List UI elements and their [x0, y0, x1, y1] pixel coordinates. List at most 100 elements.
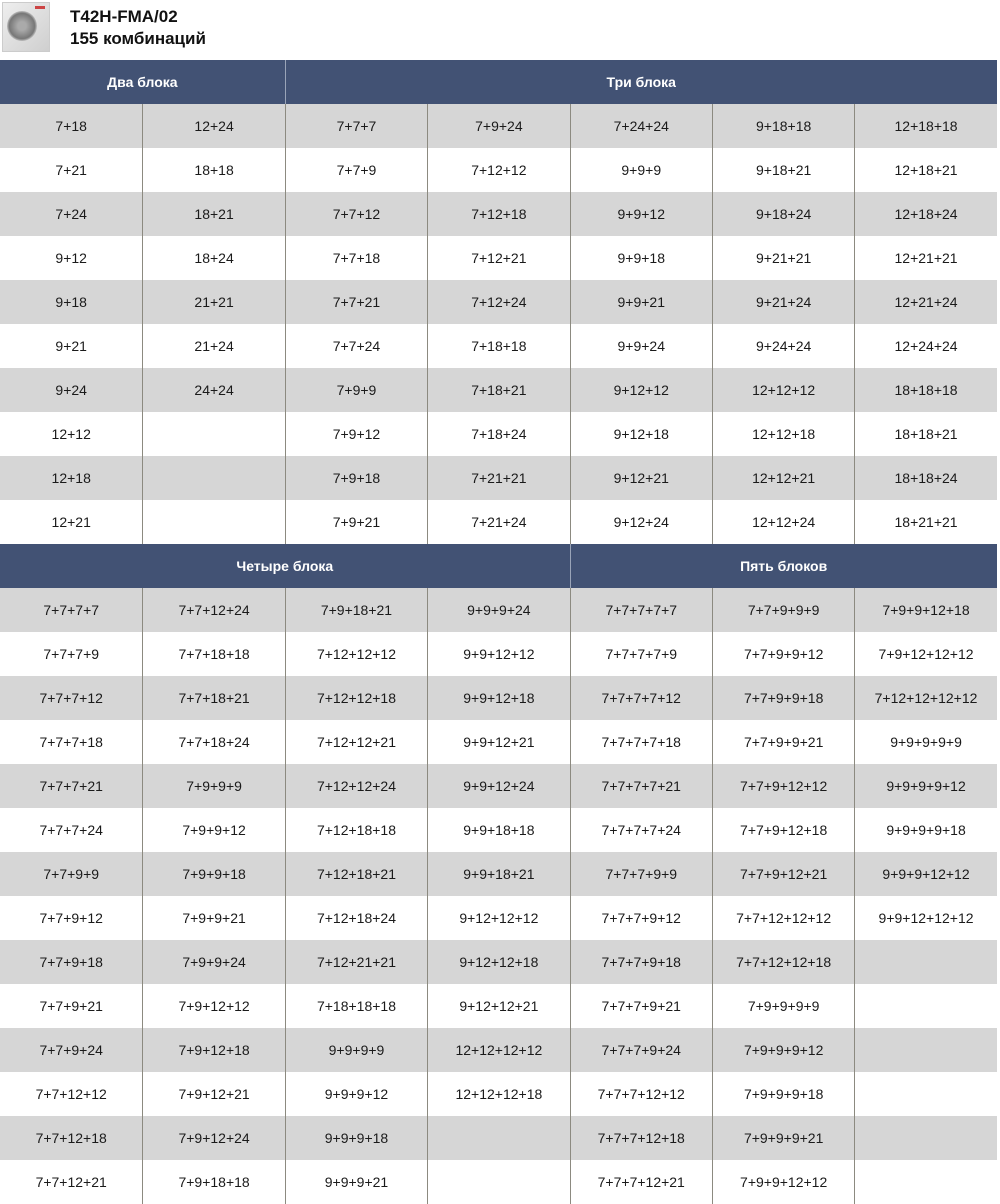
table-cell: 7+7+7+9+21 [569, 984, 712, 1028]
table-cell: 7+9+9+9+21 [711, 1116, 855, 1160]
table-cell: 7+12+18+24 [284, 896, 427, 940]
table-cell: 7+7+7+7+7 [569, 588, 712, 632]
table-cell: 9+21+21 [711, 236, 854, 280]
table-cell: 9+9+9+12 [284, 1072, 427, 1116]
table-cell: 7+18+18 [427, 324, 569, 368]
table-cell: 7+9+9+12+18 [854, 588, 997, 632]
table-cell: 7+9+9+9+9 [711, 984, 854, 1028]
table-cell: 9+9+9+9 [284, 1028, 428, 1072]
section-header: Два блока [0, 60, 285, 104]
table-cell: 7+7+9+9+18 [711, 676, 855, 720]
table-cell: 7+7+9+12+12 [711, 764, 855, 808]
table-cell [142, 456, 285, 500]
table-cell: 7+12+12+12+12 [854, 676, 997, 720]
table-cell: 7+7+7+9+9 [569, 852, 712, 896]
table-cell: 7+9+12+24 [142, 1116, 285, 1160]
table-cell: 7+7+9+12+21 [711, 852, 855, 896]
table-cell: 7+7+7+12+21 [569, 1160, 712, 1204]
table-cell: 7+7+12+24 [142, 588, 285, 632]
table-cell: 7+7+7 [284, 104, 428, 148]
table-cell: 9+9+9+12+12 [854, 852, 997, 896]
table-cell: 7+12+12+21 [284, 720, 427, 764]
section-header: Пять блоков [569, 544, 997, 588]
table-cell: 9+9+9+9+9 [854, 720, 996, 764]
table-cell: 12+12 [51, 426, 91, 442]
table-cell: 7+7+9+9 [0, 852, 143, 896]
table-cell: 7+9+9+9 [142, 764, 285, 808]
table-cell: 7+9+9+12+12 [711, 1160, 854, 1204]
table-cell: 7+24 [0, 192, 143, 236]
table-cell: 7+12+21 [427, 236, 569, 280]
table-cell: 7+21 [55, 162, 87, 178]
table-cell: 7+7+9+24 [0, 1028, 143, 1072]
table-cell: 7+9+18+18 [142, 1160, 284, 1204]
table-cell: 9+24 [0, 368, 143, 412]
table-cell: 7+9+9+18 [142, 852, 285, 896]
table-cell: 7+7+9+18 [0, 940, 143, 984]
table-cell: 9+12+12+21 [427, 984, 569, 1028]
table-cell [142, 500, 284, 544]
table-cell: 9+9+9+24 [427, 588, 570, 632]
table-cell [854, 1028, 997, 1072]
table-cell: 9+12+12+12 [427, 896, 569, 940]
table-cell: 7+7+7+21 [0, 764, 143, 808]
table-cell: 9+18+18 [711, 104, 855, 148]
table-cell: 9+9+9+21 [284, 1160, 427, 1204]
table-cell: 7+7+12+12+12 [711, 896, 854, 940]
table-cell: 7+18+18+18 [284, 984, 427, 1028]
table-cell: 9+12+12 [569, 368, 712, 412]
table-cell: 7+7+7+7+21 [569, 764, 712, 808]
table-cell: 7+7+7+7+24 [569, 808, 712, 852]
table-cell: 7+12+18+18 [284, 808, 427, 852]
table-cell: 7+7+18+21 [142, 676, 285, 720]
table-cell [854, 1160, 996, 1204]
table-cell: 9+18+21 [711, 148, 854, 192]
table-cell [427, 1160, 569, 1204]
table-cell: 7+7+7+12+12 [569, 1072, 712, 1116]
table-cell: 7+7+7+12+18 [569, 1116, 712, 1160]
table-cell: 9+12+18 [569, 412, 712, 456]
table-cell: 7+9+9 [284, 368, 428, 412]
table-cell: 7+9+9+12 [142, 808, 284, 852]
table-cell: 7+9+18 [284, 456, 428, 500]
table-cell [854, 1072, 996, 1116]
table-cell: 7+7+18+24 [142, 720, 284, 764]
table-cell: 7+7+9+21 [39, 998, 103, 1014]
table-cell: 7+12+21+21 [284, 940, 428, 984]
table-cell: 9+24+24 [711, 324, 854, 368]
table-cell: 7+7+9+12+18 [711, 808, 854, 852]
table-cell: 7+7+18+18 [142, 632, 284, 676]
table-cell: 7+7+7+7+9 [569, 632, 712, 676]
table-cell: 9+9+12+21 [427, 720, 569, 764]
table-cell: 9+9+12+12 [427, 632, 569, 676]
table-cell: 9+9+12 [569, 192, 712, 236]
table-cell: 18+21+21 [854, 500, 996, 544]
table-cell: 9+9+18+21 [427, 852, 570, 896]
table-cell: 7+21+21 [427, 456, 570, 500]
table-cell: 18+18+21 [854, 412, 996, 456]
table-cell: 18+18 [142, 148, 284, 192]
table-cell: 7+12+18+21 [284, 852, 428, 896]
table-cell: 9+9+12+12+12 [854, 896, 996, 940]
table-cell: 12+24 [142, 104, 285, 148]
table-cell: 7+9+24 [427, 104, 570, 148]
section-header: Три блока [284, 60, 997, 104]
table-cell: 7+7+7+24 [39, 822, 103, 838]
table-cell: 7+7+7+9+18 [569, 940, 712, 984]
table-cell: 7+7+7+7+12 [569, 676, 712, 720]
section-header: Четыре блока [0, 544, 570, 588]
table-cell [142, 412, 284, 456]
table-cell: 7+9+9+9+12 [711, 1028, 855, 1072]
page-header: T42H-FMA/02 155 комбинаций [0, 0, 1000, 60]
table-cell: 9+9+18 [569, 236, 712, 280]
table-cell: 7+7+9+12 [39, 910, 103, 926]
table-cell: 7+9+21 [284, 500, 427, 544]
table-cell: 18+18+18 [854, 368, 997, 412]
table-cell: 7+18+21 [427, 368, 570, 412]
table-cell: 9+12+21 [569, 456, 712, 500]
table-cell: 9+9+9 [569, 148, 712, 192]
table-cell: 12+12+12+18 [427, 1072, 569, 1116]
table-cell: 12+12+21 [711, 456, 855, 500]
table-cell: 7+7+21 [284, 280, 428, 324]
table-cell: 7+7+12 [284, 192, 428, 236]
